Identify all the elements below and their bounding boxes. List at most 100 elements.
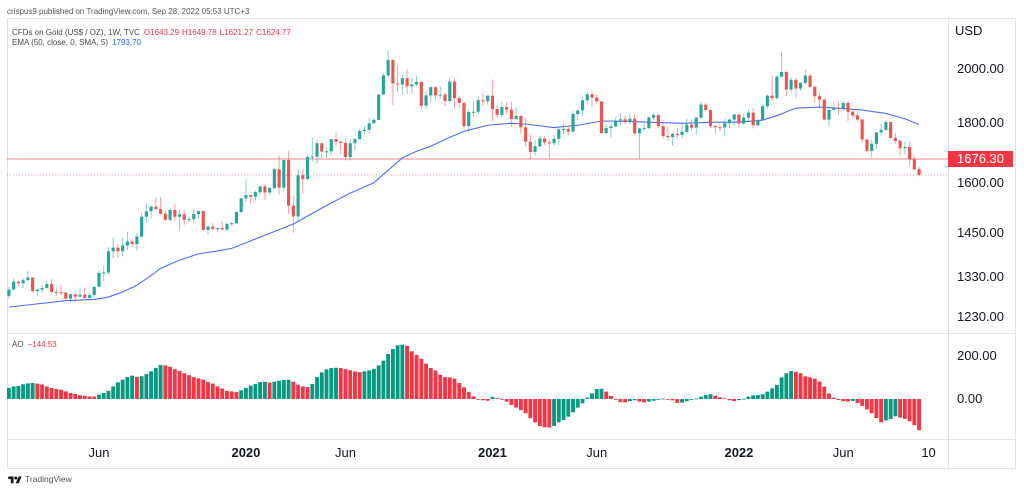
tradingview-logo-icon — [8, 476, 22, 484]
candle-up — [140, 212, 144, 238]
candle-body — [182, 214, 186, 220]
ao-bar-rising — [281, 379, 286, 399]
candle-up — [7, 287, 11, 299]
candle-body — [173, 209, 177, 217]
candle-up — [68, 293, 73, 303]
ao-bar-rising — [367, 370, 372, 399]
candle-up — [604, 124, 608, 134]
candle-up — [348, 138, 352, 161]
ao-bar-rising — [594, 389, 599, 399]
candle-up — [424, 90, 428, 109]
candle-body — [737, 114, 741, 124]
candle-down — [846, 100, 850, 122]
candle-body — [121, 245, 125, 252]
candle-up — [628, 113, 632, 124]
ao-bar-rising — [125, 376, 130, 399]
candle-body — [699, 104, 703, 118]
ao-bar-rising — [765, 391, 770, 399]
candle-body — [671, 133, 675, 138]
candle-body — [742, 117, 746, 124]
candle-down — [49, 279, 54, 294]
candle-up — [26, 271, 30, 281]
ao-bar-falling — [168, 366, 173, 399]
ao-bar-rising — [661, 398, 666, 400]
candle-down — [173, 203, 177, 221]
candle-up — [149, 205, 153, 219]
ao-bar-rising — [277, 380, 282, 399]
candle-up — [106, 246, 111, 275]
candle-up — [699, 101, 703, 120]
candle-down — [211, 222, 215, 231]
ao-bar-rising — [6, 387, 11, 399]
ao-bar-rising — [779, 377, 784, 399]
ao-bar-falling — [637, 398, 642, 402]
ohlc-low: L1621.27 — [219, 28, 254, 37]
candle-down — [391, 59, 395, 106]
candle-up — [780, 51, 784, 78]
candle-up — [125, 231, 129, 251]
ao-bar-rising — [741, 398, 746, 400]
candle-down — [751, 107, 755, 129]
candle-up — [618, 113, 622, 126]
ao-bar-falling — [542, 398, 547, 428]
ao-bar-falling — [613, 398, 618, 400]
ema-line — [8, 106, 920, 308]
candle-down — [851, 109, 855, 119]
candle-up — [187, 216, 191, 223]
candle-body — [803, 75, 807, 83]
candle-body — [590, 94, 594, 98]
candle-up — [272, 167, 276, 190]
candle-body — [64, 292, 68, 299]
ao-bar-falling — [78, 395, 82, 399]
candle-body — [832, 107, 836, 110]
candle-down — [130, 239, 134, 247]
ao-bar-falling — [215, 386, 220, 399]
ao-bar-rising — [770, 388, 775, 399]
ao-bar-falling — [163, 365, 168, 399]
candle-down — [623, 115, 627, 125]
candle-down — [784, 70, 788, 97]
candle-up — [381, 73, 385, 96]
candle-down — [794, 77, 798, 98]
candle-body — [177, 214, 182, 217]
candle-body — [633, 118, 637, 134]
candle-body — [841, 102, 845, 109]
ao-bar-rising — [319, 372, 324, 399]
ao-bar-falling — [54, 389, 59, 399]
ao-bar-rising — [561, 398, 566, 420]
candle-body — [770, 95, 774, 99]
candle-up — [372, 118, 376, 124]
ao-bar-falling — [338, 368, 343, 399]
ao-bar-falling — [68, 392, 73, 399]
candle-body — [685, 124, 689, 132]
candle-down — [770, 75, 774, 102]
ao-bar-falling — [902, 398, 907, 419]
candle-down — [277, 155, 281, 195]
candle-up — [358, 128, 362, 140]
ao-bar-rising — [656, 398, 661, 400]
candle-body — [78, 294, 82, 297]
ao-bar-falling — [452, 378, 457, 399]
candle-up — [870, 140, 874, 158]
candle-up — [230, 221, 234, 226]
candle-up — [671, 132, 675, 146]
time-axis-year-label: 2021 — [477, 445, 507, 460]
ao-bar-rising — [684, 398, 689, 402]
candle-up — [45, 280, 49, 290]
ao-bar-falling — [675, 398, 680, 403]
candle-down — [704, 103, 708, 111]
ao-bar-falling — [604, 391, 609, 399]
candle-body — [585, 94, 589, 101]
candle-body — [49, 284, 54, 292]
candle-down — [889, 121, 893, 139]
candle-up — [92, 286, 96, 297]
time-axis-year-label: 2020 — [231, 445, 261, 460]
candle-body — [329, 139, 333, 152]
candle-up — [467, 109, 471, 133]
ao-bar-falling — [623, 398, 628, 403]
candle-up — [192, 209, 196, 222]
ao-bar-falling — [618, 398, 623, 403]
candle-body — [31, 277, 35, 292]
candle-body — [68, 294, 73, 299]
candle-body — [35, 289, 39, 292]
